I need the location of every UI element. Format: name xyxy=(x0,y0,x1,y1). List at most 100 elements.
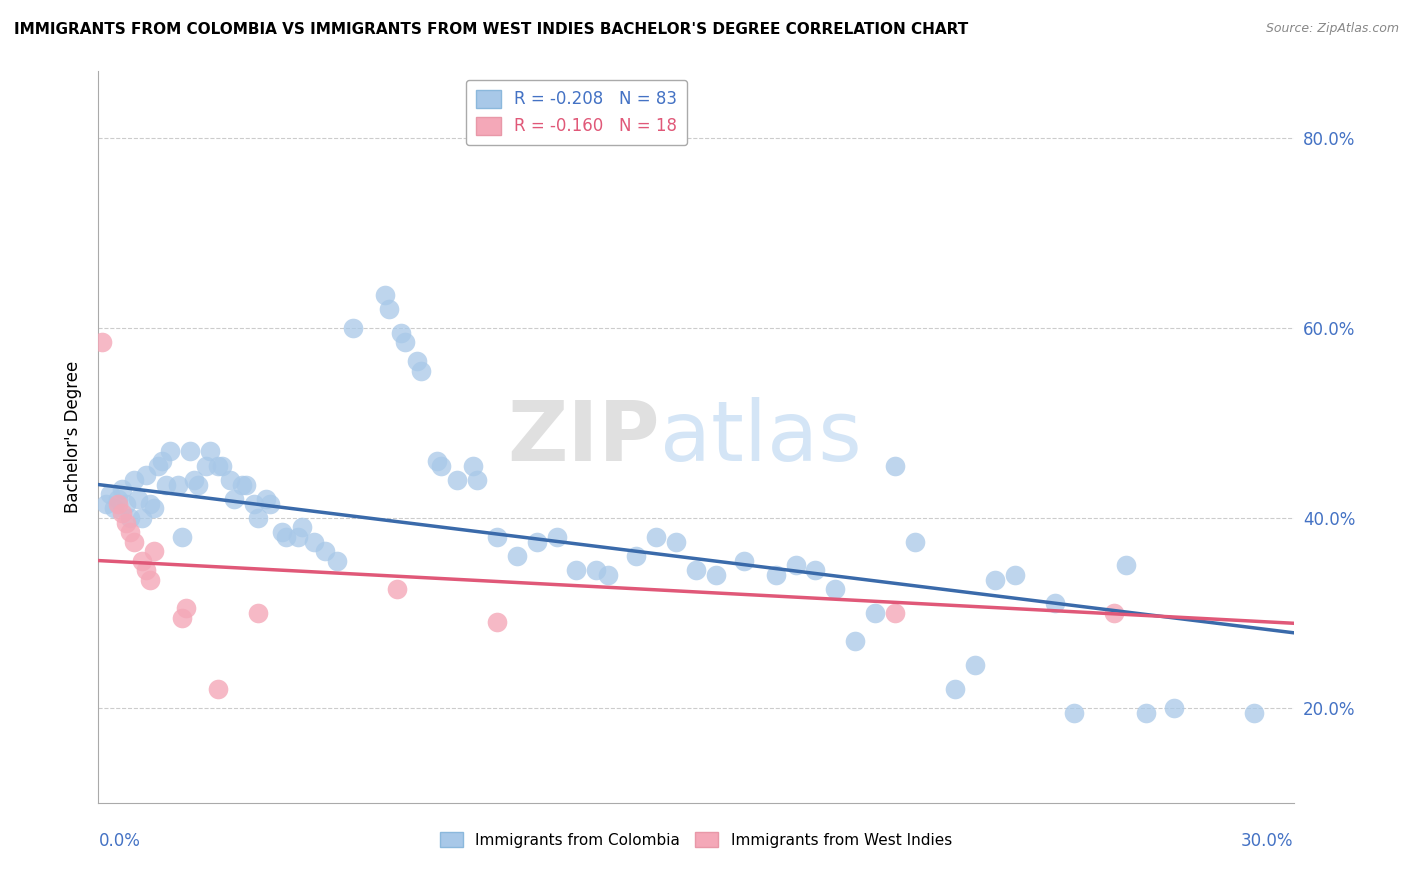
Point xyxy=(198,444,221,458)
Point xyxy=(394,335,416,350)
Point xyxy=(645,530,668,544)
Point xyxy=(111,483,134,497)
Point xyxy=(844,634,866,648)
Point xyxy=(91,335,114,350)
Point xyxy=(1115,558,1137,573)
Point xyxy=(259,497,281,511)
Point xyxy=(143,544,166,558)
Point xyxy=(665,534,688,549)
Point xyxy=(1004,567,1026,582)
Point xyxy=(207,681,229,696)
Point xyxy=(291,520,314,534)
Point xyxy=(506,549,529,563)
Point xyxy=(526,534,548,549)
Point xyxy=(231,477,253,491)
Point xyxy=(172,530,194,544)
Text: ZIP: ZIP xyxy=(508,397,661,477)
Point xyxy=(207,458,229,473)
Point xyxy=(884,458,907,473)
Legend: Immigrants from Colombia, Immigrants from West Indies: Immigrants from Colombia, Immigrants fro… xyxy=(434,825,957,854)
Point xyxy=(461,458,484,473)
Point xyxy=(302,534,325,549)
Point xyxy=(943,681,966,696)
Point xyxy=(546,530,568,544)
Point xyxy=(135,563,157,577)
Point xyxy=(274,530,297,544)
Point xyxy=(155,477,177,491)
Point xyxy=(139,573,162,587)
Point xyxy=(598,567,620,582)
Point xyxy=(115,516,138,530)
Point xyxy=(430,458,453,473)
Point xyxy=(172,610,194,624)
Point xyxy=(135,468,157,483)
Point xyxy=(1063,706,1085,720)
Point xyxy=(426,454,449,468)
Point xyxy=(411,363,433,377)
Point xyxy=(785,558,807,573)
Point xyxy=(824,582,846,596)
Point xyxy=(804,563,827,577)
Point xyxy=(984,573,1007,587)
Point xyxy=(465,473,488,487)
Point xyxy=(1163,701,1185,715)
Point xyxy=(103,501,125,516)
Point xyxy=(127,491,149,506)
Text: Source: ZipAtlas.com: Source: ZipAtlas.com xyxy=(1265,22,1399,36)
Point xyxy=(139,497,162,511)
Point xyxy=(111,506,134,520)
Point xyxy=(107,497,129,511)
Point xyxy=(342,321,364,335)
Point xyxy=(174,601,197,615)
Text: 30.0%: 30.0% xyxy=(1241,832,1294,850)
Point xyxy=(219,473,242,487)
Point xyxy=(485,530,508,544)
Point xyxy=(131,553,153,567)
Point xyxy=(1243,706,1265,720)
Point xyxy=(704,567,727,582)
Point xyxy=(1104,606,1126,620)
Text: IMMIGRANTS FROM COLOMBIA VS IMMIGRANTS FROM WEST INDIES BACHELOR'S DEGREE CORREL: IMMIGRANTS FROM COLOMBIA VS IMMIGRANTS F… xyxy=(14,22,969,37)
Point xyxy=(183,473,205,487)
Text: 0.0%: 0.0% xyxy=(98,832,141,850)
Point xyxy=(246,606,269,620)
Point xyxy=(148,458,170,473)
Point xyxy=(120,524,142,539)
Point xyxy=(389,326,412,340)
Point xyxy=(485,615,508,630)
Point xyxy=(235,477,257,491)
Point xyxy=(143,501,166,516)
Point xyxy=(179,444,201,458)
Point xyxy=(195,458,218,473)
Point xyxy=(406,354,429,368)
Point xyxy=(963,658,986,673)
Point xyxy=(733,553,755,567)
Point xyxy=(884,606,907,620)
Point xyxy=(685,563,707,577)
Point xyxy=(187,477,209,491)
Point xyxy=(904,534,927,549)
Point xyxy=(131,511,153,525)
Point xyxy=(120,511,142,525)
Point xyxy=(222,491,245,506)
Point xyxy=(96,497,118,511)
Point xyxy=(124,473,146,487)
Y-axis label: Bachelor's Degree: Bachelor's Degree xyxy=(63,361,82,513)
Point xyxy=(124,534,146,549)
Point xyxy=(446,473,468,487)
Point xyxy=(243,497,266,511)
Point xyxy=(246,511,269,525)
Point xyxy=(150,454,173,468)
Point xyxy=(585,563,607,577)
Point xyxy=(159,444,181,458)
Point xyxy=(211,458,233,473)
Point xyxy=(385,582,409,596)
Point xyxy=(270,524,292,539)
Point xyxy=(565,563,588,577)
Point xyxy=(98,487,122,501)
Point xyxy=(315,544,337,558)
Point xyxy=(115,497,138,511)
Point xyxy=(374,287,396,301)
Point xyxy=(765,567,787,582)
Point xyxy=(326,553,349,567)
